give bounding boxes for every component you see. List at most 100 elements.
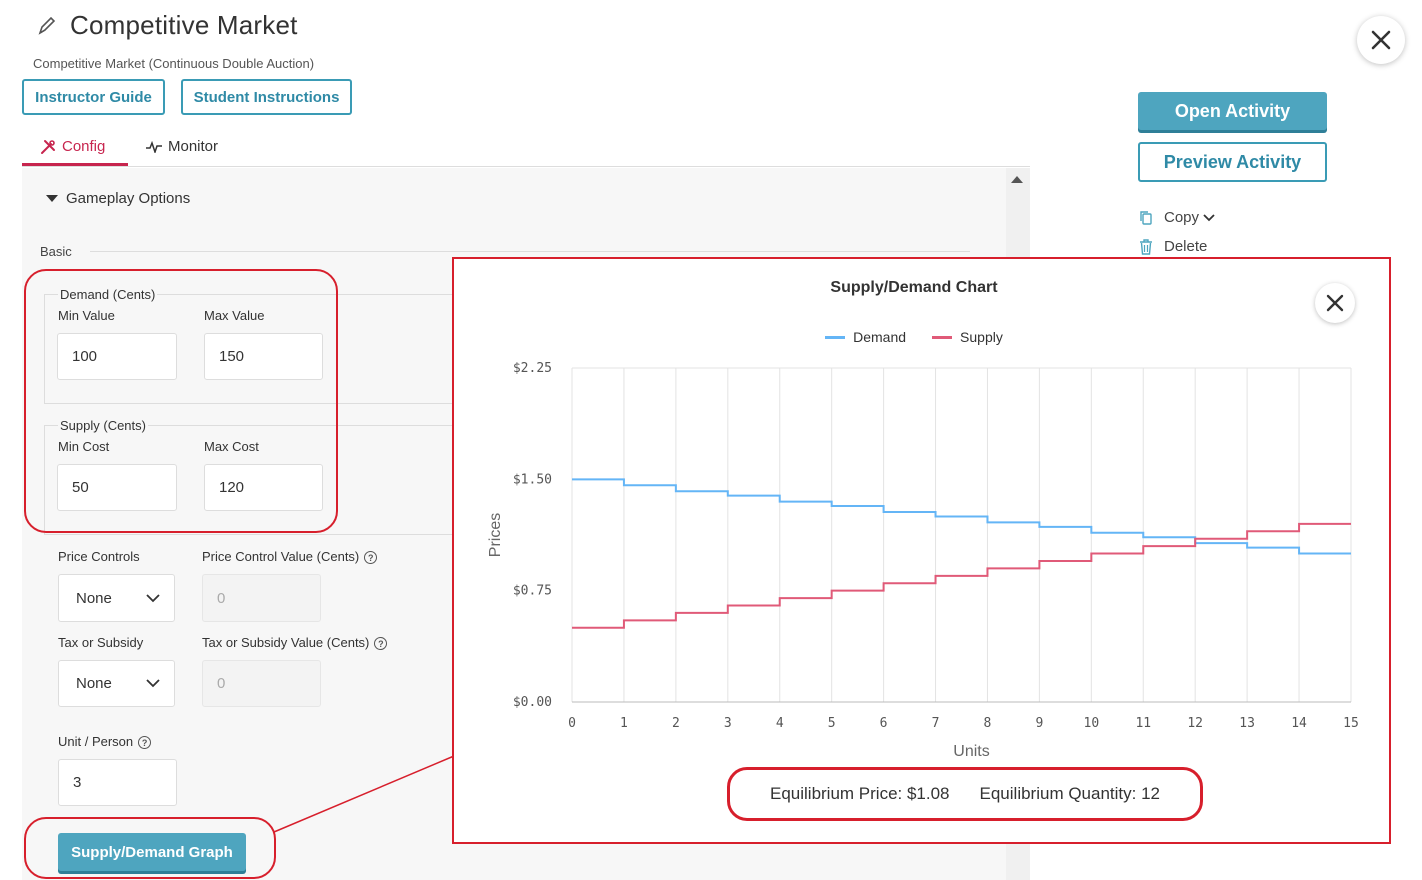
tab-config[interactable]: Config [40, 138, 105, 155]
unit-person-input[interactable]: 3 [58, 759, 177, 806]
price-controls-label: Price Controls [58, 549, 140, 564]
tax-subsidy-value-text: Tax or Subsidy Value (Cents) [202, 635, 370, 650]
y-axis-label: Prices [487, 513, 504, 557]
close-icon [1326, 294, 1344, 312]
supply-max-input[interactable]: 120 [204, 464, 323, 511]
copy-menu[interactable]: Copy [1138, 209, 1215, 226]
close-button[interactable] [1357, 16, 1405, 64]
supply-legend: Supply (Cents) [58, 418, 148, 433]
supply-min-input[interactable]: 50 [57, 464, 177, 511]
chart-legend: Demand Supply [454, 329, 1374, 345]
x-tick-label: 11 [1135, 716, 1151, 731]
supply-min-label: Min Cost [58, 439, 110, 454]
tools-icon [41, 139, 55, 154]
x-tick-label: 10 [1084, 716, 1100, 731]
x-tick-label: 9 [1035, 716, 1043, 731]
supply-max-label: Max Cost [204, 439, 259, 454]
legend-supply-swatch [932, 335, 953, 339]
tax-subsidy-value-input[interactable]: 0 [202, 660, 321, 707]
tab-monitor[interactable]: Monitor [146, 138, 218, 155]
instructor-guide-button[interactable]: Instructor Guide [22, 79, 165, 115]
x-tick-label: 1 [620, 716, 628, 731]
demand-max-input[interactable]: 150 [204, 333, 323, 380]
open-activity-button[interactable]: Open Activity [1138, 92, 1327, 130]
x-tick-label: 15 [1343, 716, 1359, 731]
delete-label: Delete [1164, 238, 1208, 255]
chevron-down-icon [146, 593, 160, 602]
tax-subsidy-value-label: Tax or Subsidy Value (Cents)? [202, 635, 388, 651]
caret-down-icon [46, 195, 58, 202]
x-axis-label: Units [953, 743, 989, 759]
y-tick-label: $2.25 [513, 361, 552, 376]
basic-section-label: Basic [40, 244, 72, 259]
supply-demand-chart: 0 1 2 3 4 5 6 7 8 9 10 11 12 13 14 15$0.00$0.75$1.50$2.… [487, 361, 1359, 759]
chart-title: Supply/Demand Chart [830, 279, 998, 296]
x-tick-label: 7 [932, 716, 940, 731]
close-chart-button[interactable] [1315, 283, 1355, 323]
tab-config-label: Config [62, 138, 106, 155]
tab-active-indicator [22, 163, 128, 166]
delete-link[interactable]: Delete [1138, 238, 1207, 255]
legend-demand-swatch [825, 335, 846, 339]
tax-subsidy-select[interactable]: None [58, 660, 175, 707]
series-line-supply [572, 522, 1351, 629]
edit-pencil-icon[interactable] [36, 14, 56, 38]
demand-min-input[interactable]: 100 [57, 333, 177, 380]
annotation-connector-line [273, 755, 455, 833]
help-icon[interactable]: ? [364, 551, 378, 565]
copy-label: Copy [1164, 209, 1200, 226]
price-controls-select[interactable]: None [58, 574, 175, 622]
x-tick-label: 6 [880, 716, 888, 731]
x-tick-label: 0 [568, 716, 576, 731]
x-tick-label: 8 [984, 716, 992, 731]
annotation-inputs-highlight [24, 269, 338, 533]
x-tick-label: 4 [776, 716, 784, 731]
x-tick-label: 13 [1239, 716, 1255, 731]
basic-section-rule [90, 251, 970, 252]
unit-person-text: Unit / Person [58, 734, 134, 749]
demand-max-label: Max Value [204, 308, 265, 323]
supply-demand-graph-button[interactable]: Supply/Demand Graph [58, 833, 246, 871]
legend-demand-label: Demand [853, 329, 907, 345]
tab-divider [22, 166, 1030, 167]
legend-supply-label: Supply [960, 329, 1003, 345]
tab-monitor-label: Monitor [168, 138, 219, 155]
price-control-value-input[interactable]: 0 [202, 574, 321, 622]
page-subtitle: Competitive Market (Continuous Double Au… [33, 56, 315, 71]
preview-activity-button[interactable]: Preview Activity [1138, 142, 1327, 182]
y-tick-label: $0.00 [513, 695, 552, 710]
x-tick-label: 12 [1187, 716, 1203, 731]
x-tick-label: 3 [724, 716, 732, 731]
x-tick-label: 5 [828, 716, 836, 731]
legend-demand[interactable]: Demand [825, 329, 906, 345]
y-tick-label: $0.75 [513, 584, 552, 599]
x-tick-label: 14 [1291, 716, 1307, 731]
series-line-demand [572, 478, 1351, 555]
price-controls-value: None [76, 589, 112, 607]
chevron-down-icon [1203, 213, 1215, 221]
legend-supply[interactable]: Supply [932, 329, 1003, 345]
gameplay-options-label: Gameplay Options [66, 190, 191, 207]
student-instructions-button[interactable]: Student Instructions [181, 79, 352, 115]
activity-pulse-icon [146, 140, 162, 153]
tax-subsidy-label: Tax or Subsidy [58, 635, 144, 650]
page-title: Competitive Market [70, 10, 298, 40]
demand-legend: Demand (Cents) [58, 287, 158, 302]
scroll-up-arrow-icon[interactable] [1011, 176, 1023, 183]
y-tick-label: $1.50 [513, 472, 552, 487]
trash-icon [1140, 238, 1152, 255]
tax-subsidy-value: None [76, 675, 112, 692]
help-icon[interactable]: ? [374, 637, 388, 651]
copy-icon [1140, 210, 1152, 225]
x-tick-label: 2 [672, 716, 680, 731]
help-icon[interactable]: ? [138, 736, 152, 750]
annotation-graph-button-highlight [24, 817, 276, 879]
equilibrium-price: Equilibrium Price: $1.08 [769, 784, 950, 803]
price-control-value-text: Price Control Value (Cents) [202, 549, 360, 564]
gameplay-options-toggle[interactable]: Gameplay Options [46, 190, 190, 207]
equilibrium-summary: Equilibrium Price: $1.08 Equilibrium Qua… [727, 767, 1203, 821]
unit-person-label: Unit / Person? [58, 734, 152, 750]
demand-min-label: Min Value [58, 308, 115, 323]
close-icon [1371, 30, 1391, 50]
